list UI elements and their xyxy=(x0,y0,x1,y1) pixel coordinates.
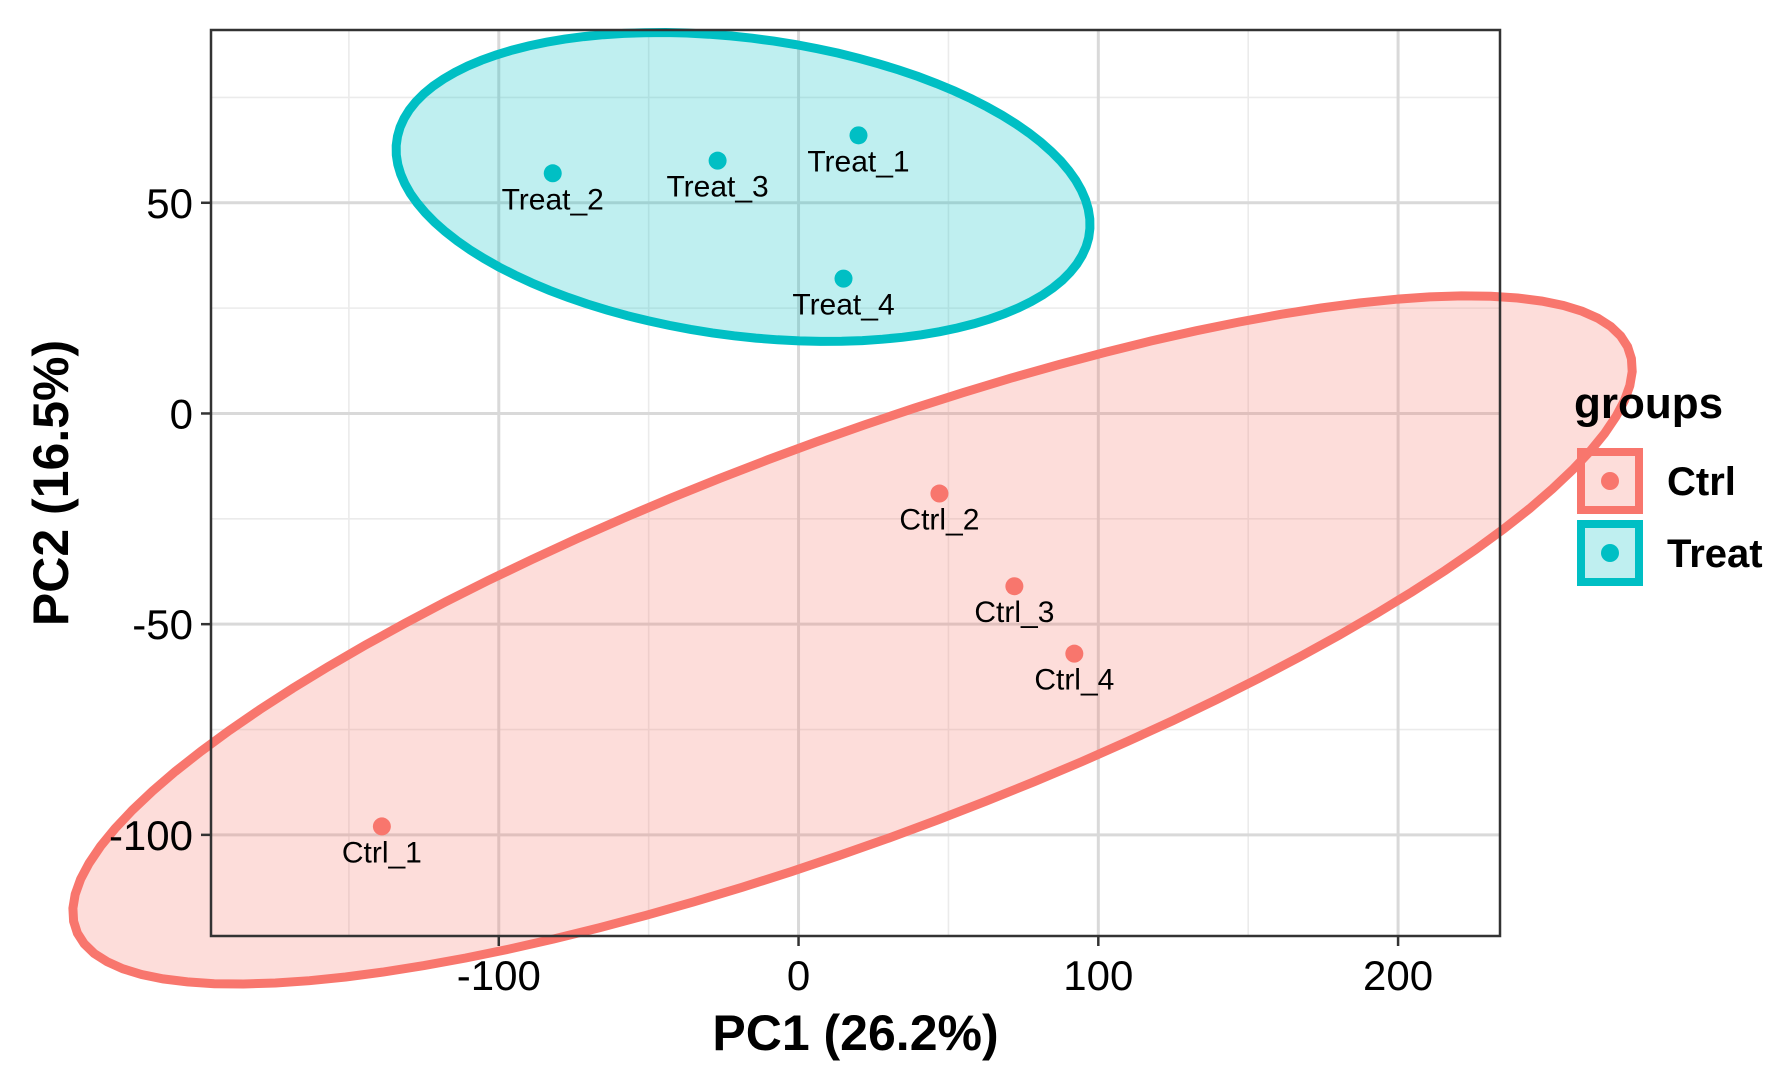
x-axis-title: PC1 (26.2%) xyxy=(712,1005,998,1061)
data-point xyxy=(543,164,562,183)
panel-border xyxy=(209,28,1502,938)
point-label: Ctrl_1 xyxy=(342,836,422,869)
x-tick-label: 0 xyxy=(787,952,810,999)
data-point xyxy=(930,484,949,503)
x-tick-label: 200 xyxy=(1363,952,1433,999)
data-point xyxy=(708,151,727,170)
legend-title: groups xyxy=(1574,379,1723,428)
legend: groups Ctrl Treat xyxy=(1574,379,1763,586)
x-tick-label: 100 xyxy=(1063,952,1133,999)
ellipse-ctrl xyxy=(68,291,1637,989)
ellipse-treat xyxy=(391,27,1095,346)
y-axis-title: PC2 (16.5%) xyxy=(23,340,79,626)
grid xyxy=(211,30,1500,936)
data-point xyxy=(834,269,853,288)
legend-label-treat: Treat xyxy=(1667,532,1763,576)
data-point xyxy=(849,126,868,145)
point-label: Treat_4 xyxy=(792,289,894,322)
data-point xyxy=(1065,644,1084,663)
data-point xyxy=(372,817,391,836)
y-tick-label: 0 xyxy=(170,390,193,437)
point-label: Ctrl_3 xyxy=(974,596,1054,629)
point-label: Treat_1 xyxy=(807,145,909,178)
data-points: Ctrl_1 Ctrl_2 Ctrl_3 Ctrl_4 Treat_1 Treat_2 Tr… xyxy=(342,126,1114,869)
legend-key-ctrl xyxy=(1577,448,1643,514)
point-label: Treat_3 xyxy=(666,171,768,204)
point-label: Ctrl_4 xyxy=(1034,664,1114,697)
point-label: Ctrl_2 xyxy=(899,504,979,537)
axes: -100 0 100 200 -100 -50 0 50 xyxy=(109,180,1433,999)
y-tick-label: 50 xyxy=(146,180,193,227)
x-tick-label: -100 xyxy=(457,952,541,999)
legend-key-dot xyxy=(1601,472,1619,490)
confidence-ellipses xyxy=(68,27,1637,989)
legend-label-ctrl: Ctrl xyxy=(1667,460,1736,504)
legend-key-dot xyxy=(1601,544,1619,562)
y-tick-label: -50 xyxy=(132,601,193,648)
y-tick-label: -100 xyxy=(109,812,193,859)
point-label: Treat_2 xyxy=(502,183,604,216)
data-point xyxy=(1005,577,1024,596)
